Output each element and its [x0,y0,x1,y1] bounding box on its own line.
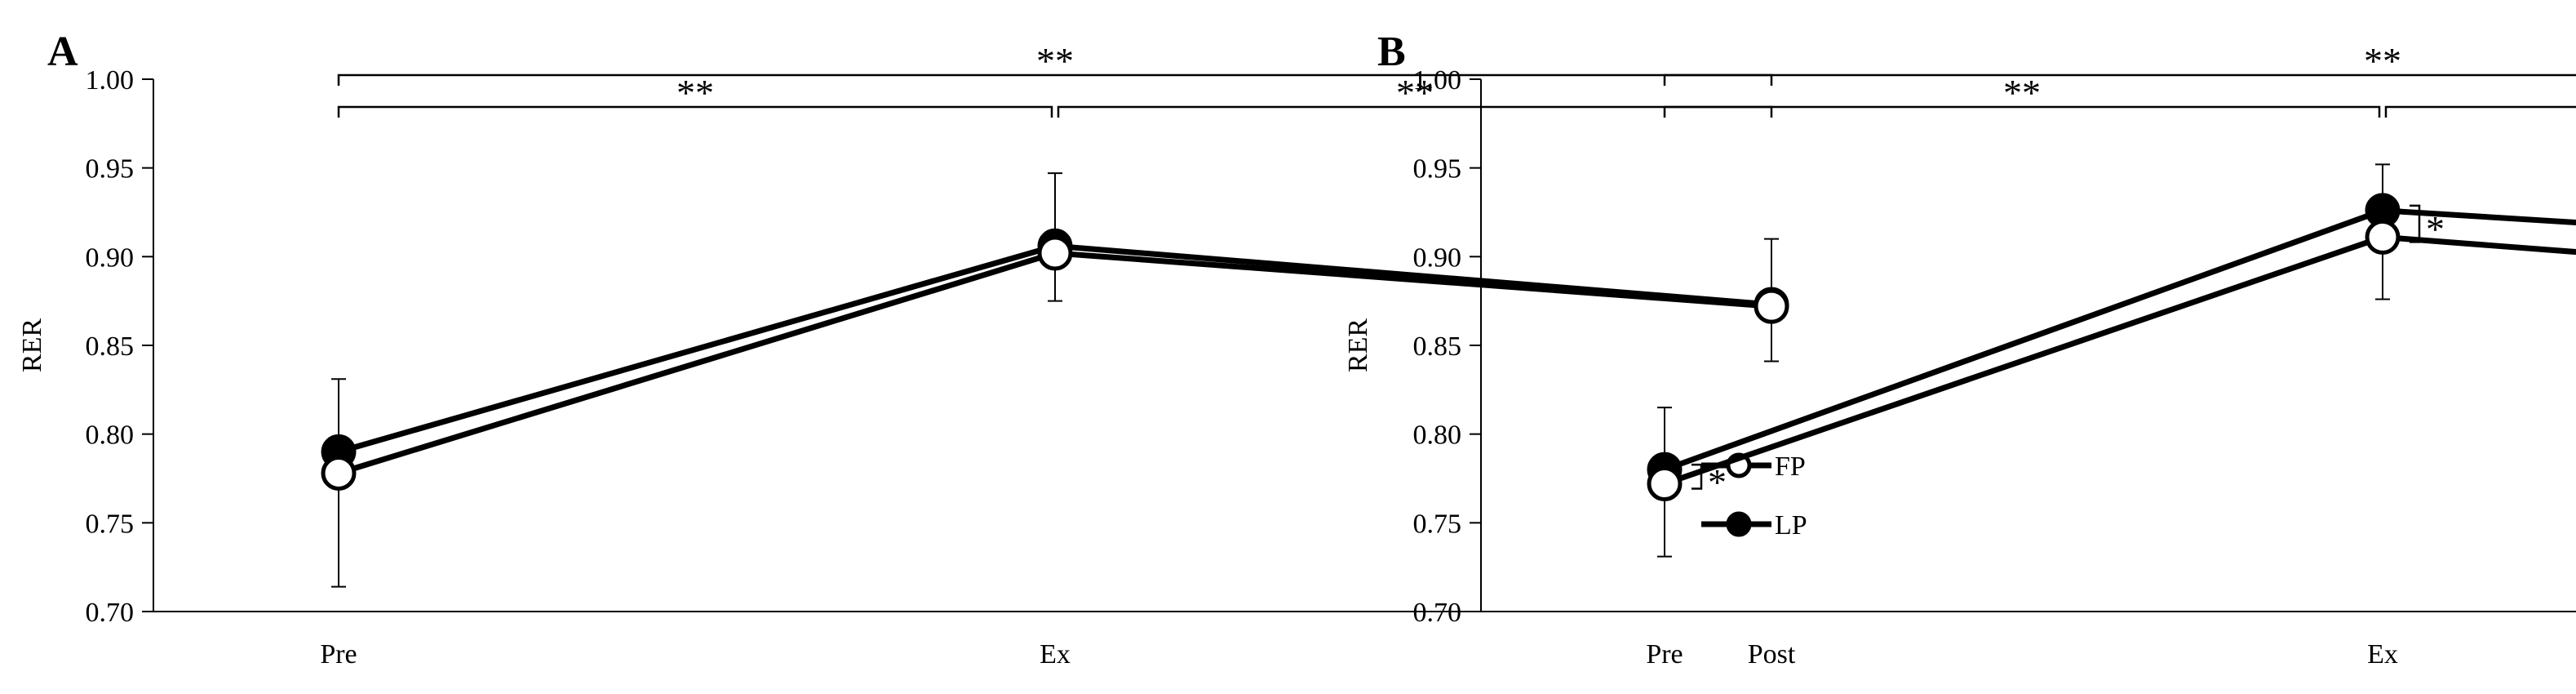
significance-bracket-ex-post: ** [1057,72,1773,118]
pairwise-bracket-ex: * [2410,204,2445,250]
y-tick-label: 0.85 [1413,331,1462,362]
y-tick-label: 0.85 [86,331,135,362]
y-axis-label: RER [17,318,47,372]
significance-label: ** [1036,40,1074,82]
y-tick-label: 1.00 [1413,65,1462,96]
panel-b: B 0.70 0.75 0.80 0.85 0.90 0.95 1.00 RER Pre Ex Pos… [1343,29,2576,670]
x-tick-label-ex: Ex [2367,639,2398,670]
legend-label: LP [1775,510,1807,541]
series-line-fp [1663,234,2576,487]
panel-label: B [1377,29,1406,75]
y-tick-label: 0.75 [1413,509,1462,539]
significance-bracket-pre-post: ** [1663,40,2576,86]
panel-label: A [47,29,78,75]
significance-bracket-pre-ex: ** [337,72,1053,118]
pairwise-bracket-pre: * [1691,461,1727,503]
significance-bracket-pre-post: ** [337,40,1773,86]
y-tick-label: 1.00 [86,65,135,96]
marker-fp-pre [321,455,357,491]
significance-label: ** [1396,72,1434,113]
x-tick-label-ex: Ex [1040,639,1071,670]
legend-marker [1726,511,1752,537]
y-tick-label: 0.90 [1413,242,1462,273]
y-tick-label: 0.80 [86,420,135,451]
y-tick-label: 0.70 [1413,598,1462,628]
pairwise-label: * [2426,208,2445,250]
marker-fp-post [1754,288,1789,324]
significance-label: ** [2003,72,2041,113]
marker-fp-pre [1647,466,1683,502]
y-tick-label: 0.70 [86,598,135,628]
y-tick-label: 0.90 [86,242,135,273]
significance-label: ** [676,72,714,113]
marker-fp-ex [1037,235,1073,271]
significance-bracket-pre-ex: ** [1663,72,2381,118]
significance-label: ** [2364,40,2401,82]
legend-item-lp: LP [1701,510,1807,541]
y-tick-label: 0.95 [1413,154,1462,185]
x-tick-label-pre: Pre [1646,639,1683,670]
y-axis-label: RER [1343,318,1373,372]
y-tick-label: 0.80 [1413,420,1462,451]
x-tick-label-pre: Pre [320,639,357,670]
marker-fp-ex [2365,219,2401,255]
y-tick-label: 0.95 [86,154,135,185]
x-tick-label-post: Post [1748,639,1796,670]
y-tick-label: 0.75 [86,509,135,539]
panel-a: A 0.70 0.75 0.80 0.85 0.90 0.95 1.00 RER Pre Ex Pos… [17,29,1951,670]
significance-bracket-ex-post: ** [2384,105,2576,118]
legend-label: FP [1775,452,1806,482]
pairwise-label: * [1708,461,1727,503]
